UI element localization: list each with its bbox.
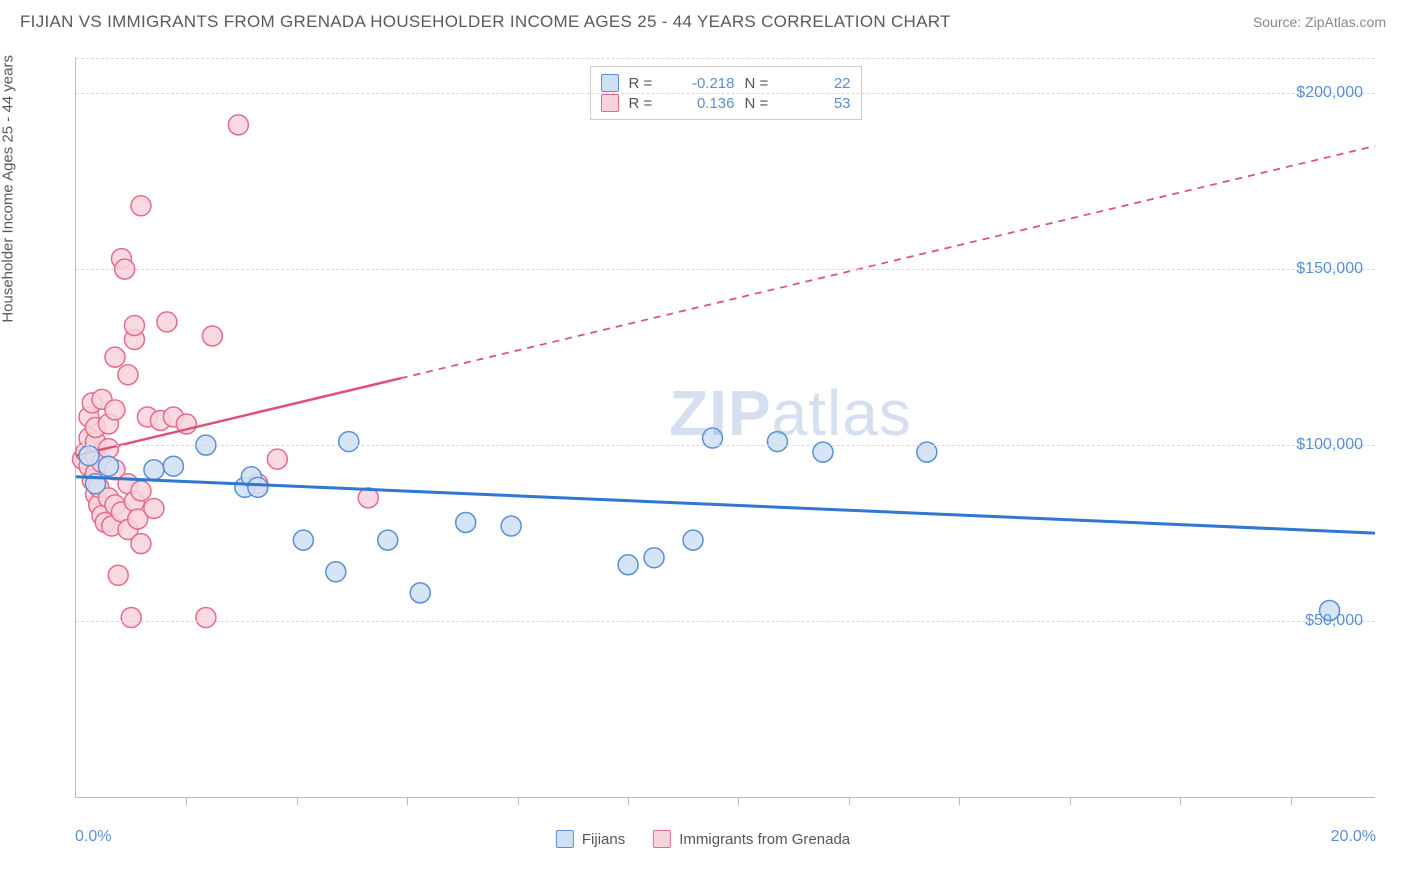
data-point [131, 481, 151, 501]
data-point [293, 530, 313, 550]
r-label: R = [629, 75, 665, 92]
x-tick [959, 797, 960, 805]
data-point [326, 562, 346, 582]
x-tick [186, 797, 187, 805]
x-tick [1180, 797, 1181, 805]
n-label: N = [745, 95, 781, 112]
chart-title: FIJIAN VS IMMIGRANTS FROM GRENADA HOUSEH… [20, 12, 951, 32]
y-axis-label: Householder Income Ages 25 - 44 years [0, 55, 17, 323]
plot-area: R = -0.218 N = 22 R = 0.136 N = 53 ZIPat… [75, 58, 1375, 798]
x-tick [738, 797, 739, 805]
legend-item-fijians: Fijians [556, 830, 625, 848]
gridline [76, 93, 1375, 94]
x-tick [518, 797, 519, 805]
legend-item-grenada: Immigrants from Grenada [653, 830, 850, 848]
data-point [105, 347, 125, 367]
data-point [501, 516, 521, 536]
data-point [105, 400, 125, 420]
x-axis-max-label: 20.0% [1331, 828, 1376, 846]
data-point [410, 583, 430, 603]
data-point [79, 446, 99, 466]
data-point [618, 555, 638, 575]
data-point [98, 456, 118, 476]
data-point [163, 456, 183, 476]
data-point [144, 460, 164, 480]
data-point [131, 534, 151, 554]
gridline [76, 621, 1375, 622]
data-point [339, 432, 359, 452]
data-point [108, 565, 128, 585]
legend-label: Immigrants from Grenada [679, 831, 850, 848]
data-point [248, 477, 268, 497]
data-point [118, 365, 138, 385]
data-point [157, 312, 177, 332]
r-value: 0.136 [675, 95, 735, 112]
gridline [76, 269, 1375, 270]
data-point [202, 326, 222, 346]
swatch-pink-icon [601, 94, 619, 112]
data-point [683, 530, 703, 550]
data-point [228, 115, 248, 135]
data-point [767, 432, 787, 452]
x-tick [297, 797, 298, 805]
chart-header: FIJIAN VS IMMIGRANTS FROM GRENADA HOUSEH… [0, 0, 1406, 40]
legend-label: Fijians [582, 831, 625, 848]
legend-row-grenada: R = 0.136 N = 53 [601, 93, 851, 113]
x-tick [1070, 797, 1071, 805]
n-value: 53 [791, 95, 851, 112]
r-value: -0.218 [675, 75, 735, 92]
swatch-blue-icon [601, 74, 619, 92]
x-axis-min-label: 0.0% [75, 828, 111, 846]
data-point [124, 315, 144, 335]
trend-line-dashed [401, 146, 1375, 378]
y-tick-label: $200,000 [1296, 84, 1363, 102]
data-point [267, 449, 287, 469]
x-tick [407, 797, 408, 805]
data-point [456, 513, 476, 533]
swatch-blue-icon [556, 830, 574, 848]
y-tick-label: $100,000 [1296, 436, 1363, 454]
chart-container: Householder Income Ages 25 - 44 years R … [20, 48, 1386, 848]
data-point [196, 608, 216, 628]
n-label: N = [745, 75, 781, 92]
y-tick-label: $150,000 [1296, 260, 1363, 278]
n-value: 22 [791, 75, 851, 92]
x-tick [849, 797, 850, 805]
data-point [144, 498, 164, 518]
plot-svg [76, 58, 1375, 797]
gridline [76, 445, 1375, 446]
data-point [378, 530, 398, 550]
x-tick [1291, 797, 1292, 805]
gridline [76, 58, 1375, 59]
legend-row-fijians: R = -0.218 N = 22 [601, 73, 851, 93]
y-tick-label: $50,000 [1305, 612, 1363, 630]
r-label: R = [629, 95, 665, 112]
data-point [131, 196, 151, 216]
data-point [121, 608, 141, 628]
data-point [644, 548, 664, 568]
trend-line [76, 477, 1375, 533]
x-tick [628, 797, 629, 805]
legend-series: Fijians Immigrants from Grenada [556, 830, 850, 848]
swatch-pink-icon [653, 830, 671, 848]
chart-source: Source: ZipAtlas.com [1253, 14, 1386, 30]
